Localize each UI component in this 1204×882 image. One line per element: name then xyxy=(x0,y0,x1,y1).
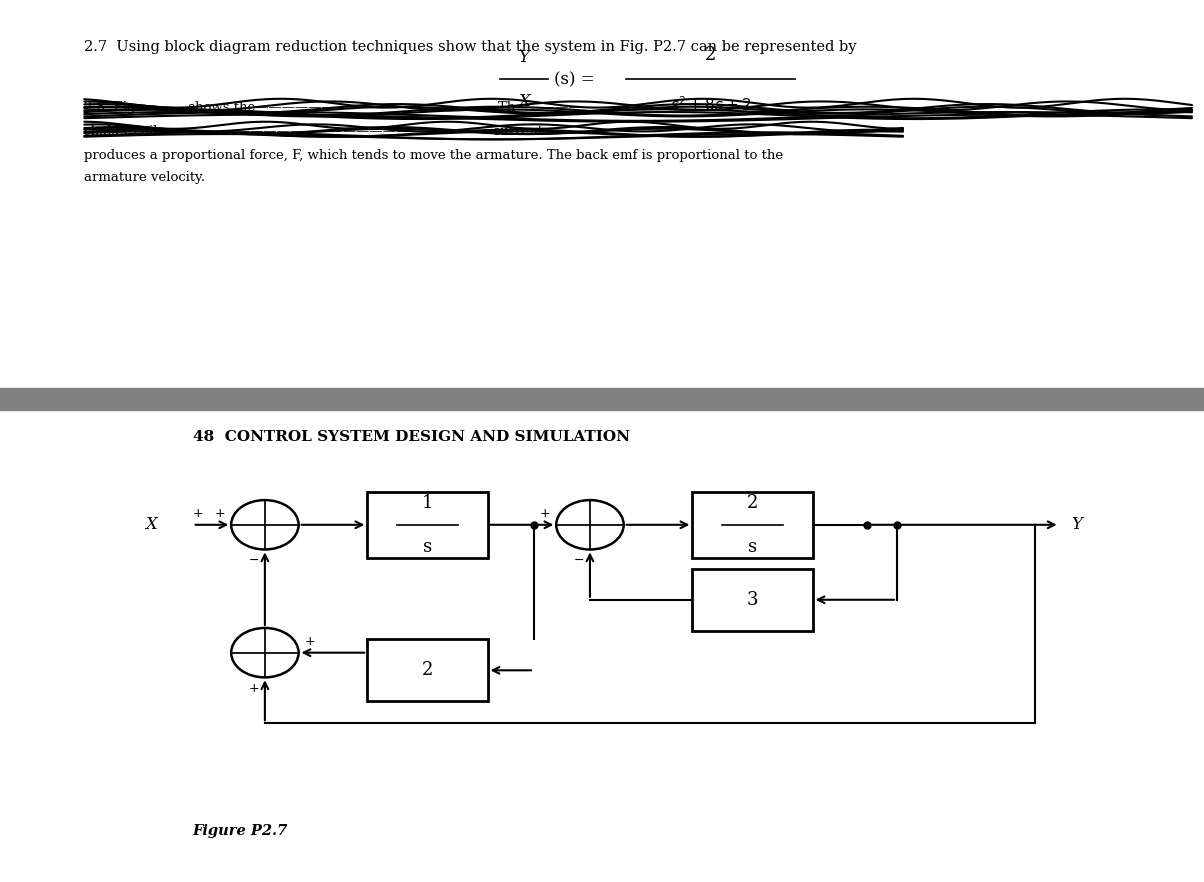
Text: Y: Y xyxy=(1072,516,1082,534)
Text: X: X xyxy=(518,93,530,109)
Text: 2: 2 xyxy=(704,46,716,64)
Text: Y: Y xyxy=(518,49,530,66)
Text: +: + xyxy=(193,507,203,520)
Text: −: − xyxy=(573,554,584,567)
Bar xyxy=(367,491,488,557)
Bar xyxy=(0,388,1204,410)
Text: 2.8  Fig————shows the—————————————————— Th————————————: 2.8 Fig————shows the—————————————————— T… xyxy=(84,101,674,115)
Text: s: s xyxy=(748,538,757,556)
Text: produces a proportional force, F, which tends to move the armature. The back emf: produces a proportional force, F, which … xyxy=(84,149,784,162)
Text: X: X xyxy=(144,516,157,534)
Bar xyxy=(692,491,813,557)
Text: −: − xyxy=(248,554,259,567)
Text: +: + xyxy=(539,507,550,520)
Bar xyxy=(0,0,1204,388)
Bar xyxy=(0,410,1204,882)
Text: 1: 1 xyxy=(421,494,433,512)
Bar xyxy=(692,569,813,631)
Text: (s) =: (s) = xyxy=(554,71,595,88)
Text: s: s xyxy=(423,538,432,556)
Text: 3: 3 xyxy=(746,591,759,609)
Text: 2: 2 xyxy=(746,494,759,512)
Text: 48  CONTROL SYSTEM DESIGN AND SIMULATION: 48 CONTROL SYSTEM DESIGN AND SIMULATION xyxy=(193,430,630,445)
Text: shaker coil————————————————————————— current: shaker coil————————————————————————— cur… xyxy=(84,125,543,138)
Text: 2.7  Using block diagram reduction techniques show that the system in Fig. P2.7 : 2.7 Using block diagram reduction techni… xyxy=(84,40,857,54)
Text: +: + xyxy=(214,507,225,520)
Text: +: + xyxy=(248,682,259,695)
Text: 2: 2 xyxy=(421,662,433,679)
Text: Figure P2.7: Figure P2.7 xyxy=(193,824,288,838)
Bar xyxy=(367,639,488,701)
Text: armature velocity.: armature velocity. xyxy=(84,171,206,184)
Text: $s^2 + 8s + 2$: $s^2 + 8s + 2$ xyxy=(669,95,751,114)
Text: +: + xyxy=(305,635,315,648)
